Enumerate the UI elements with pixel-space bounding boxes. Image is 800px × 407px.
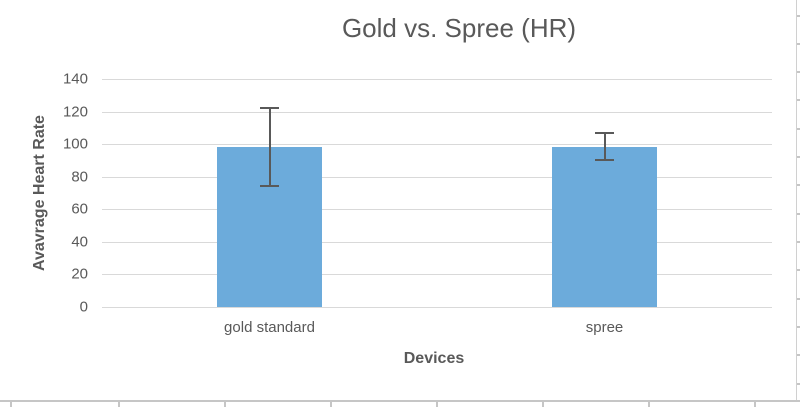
sheet-cell-border bbox=[117, 402, 120, 407]
x-tick-label: spree bbox=[585, 318, 624, 336]
y-tick-label: 80 bbox=[71, 168, 88, 185]
y-gridline bbox=[102, 176, 772, 178]
sheet-row-stub bbox=[797, 14, 800, 17]
sheet-row-stub bbox=[797, 269, 800, 272]
error-bar-cap bbox=[260, 107, 279, 110]
y-gridline bbox=[102, 306, 772, 308]
sheet-row-stub bbox=[797, 241, 800, 244]
sheet-row-stub bbox=[797, 354, 800, 357]
x-axis-title[interactable]: Devices bbox=[403, 350, 465, 367]
y-gridline bbox=[102, 79, 772, 80]
y-gridline bbox=[102, 144, 772, 145]
y-tick-label: 120 bbox=[62, 103, 88, 120]
error-bar-cap bbox=[595, 131, 614, 134]
sheet-row-stub bbox=[797, 99, 800, 102]
sheet-row-stub bbox=[797, 156, 800, 159]
y-axis-title[interactable]: Avavrage Heart Rate bbox=[31, 115, 48, 271]
sheet-cell-border bbox=[329, 402, 332, 407]
y-tick-label: 20 bbox=[71, 265, 88, 283]
bar-spree[interactable] bbox=[552, 147, 657, 307]
y-gridline bbox=[102, 111, 772, 113]
sheet-cell-border bbox=[541, 402, 544, 407]
sheet-column-border bbox=[795, 0, 797, 400]
sheet-cell-border bbox=[435, 402, 438, 407]
sheet-row-stub bbox=[797, 71, 800, 74]
y-tick-label: 0 bbox=[79, 298, 88, 315]
chart-title[interactable]: Gold vs. Spree (HR) bbox=[341, 13, 577, 43]
y-tick-label: 60 bbox=[71, 200, 88, 218]
y-tick-label: 40 bbox=[71, 233, 88, 250]
y-gridline bbox=[102, 241, 772, 243]
error-bar-line bbox=[603, 132, 606, 161]
sheet-row-stub bbox=[797, 212, 800, 215]
sheet-row-stub bbox=[797, 184, 800, 187]
sheet-row-stub bbox=[797, 42, 800, 45]
error-bar-cap bbox=[595, 159, 614, 162]
sheet-row-border bbox=[0, 400, 800, 402]
sheet-row-stub bbox=[797, 382, 800, 385]
sheet-cell-border bbox=[753, 402, 756, 407]
sheet-row-stub bbox=[797, 326, 800, 329]
sheet-row-stub bbox=[797, 297, 800, 300]
x-tick-label: gold standard bbox=[224, 318, 315, 336]
y-gridline bbox=[102, 209, 772, 210]
sheet-cell-border bbox=[9, 402, 12, 407]
sheet-cell-border bbox=[223, 402, 226, 407]
sheet-cell-border bbox=[647, 402, 650, 407]
y-gridline bbox=[102, 274, 772, 275]
y-tick-label: 100 bbox=[62, 135, 88, 153]
sheet-row-stub bbox=[797, 127, 800, 130]
error-bar-line bbox=[268, 108, 271, 187]
y-tick-label: 140 bbox=[62, 70, 88, 88]
error-bar-cap bbox=[260, 185, 279, 188]
